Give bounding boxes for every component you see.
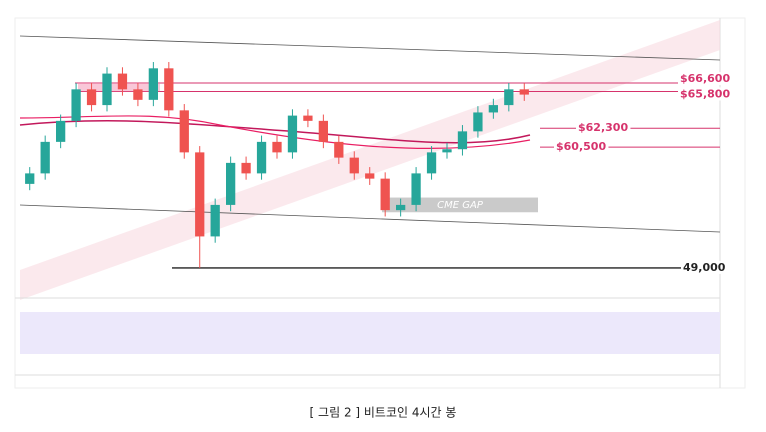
candle-body [287,115,298,153]
moving-average [19,120,531,144]
candle-body [380,178,390,211]
candle-body [241,162,251,174]
level-label-bg [678,87,733,101]
level-label: $60,500 [556,140,606,153]
candle-body [164,68,174,111]
candle-body [86,89,97,106]
gap-label: CME GAP [437,200,484,211]
candle-body [519,89,529,95]
candle-body [488,105,498,113]
cme-gap [382,197,538,213]
candle-body [133,89,143,100]
candle-body [457,131,468,150]
level-label: 49,000 [683,261,726,274]
candle-body [365,173,375,179]
candle-body [303,115,313,121]
level-label-bg [554,140,609,154]
candle-body [334,141,344,158]
channel [20,20,720,300]
candle-body [210,204,220,237]
candle-body [117,73,128,90]
moving-average [19,115,531,149]
candle-body [56,120,66,142]
level-label: $66,600 [680,72,730,85]
candle-body [473,112,483,132]
candle-body [442,149,452,153]
candle-body [25,173,35,184]
level-label-bg [576,121,631,135]
level-label: $62,300 [578,121,628,134]
rsi-band [20,312,720,354]
candle-body [411,173,421,205]
trend-line [19,204,721,233]
level-label-bg [678,72,733,86]
caption: [ 그림 2 ] 비트코인 4시간 봉 [310,406,457,420]
candle-body [318,120,328,142]
level-label-bg [681,260,728,274]
candle-body [396,204,406,211]
candle-body [504,89,514,106]
candle-body [349,157,359,174]
candle-body [71,89,81,121]
candle-body [426,152,437,174]
candle-body [272,141,282,153]
candle-body [40,141,50,174]
candle-body [226,162,236,205]
level-label: $65,800 [680,87,730,100]
candle-body [179,110,189,153]
candle-body [102,73,112,106]
trend-line [19,35,721,61]
candle-body [195,152,205,237]
candle-body [148,68,158,100]
candle-body [256,141,267,174]
